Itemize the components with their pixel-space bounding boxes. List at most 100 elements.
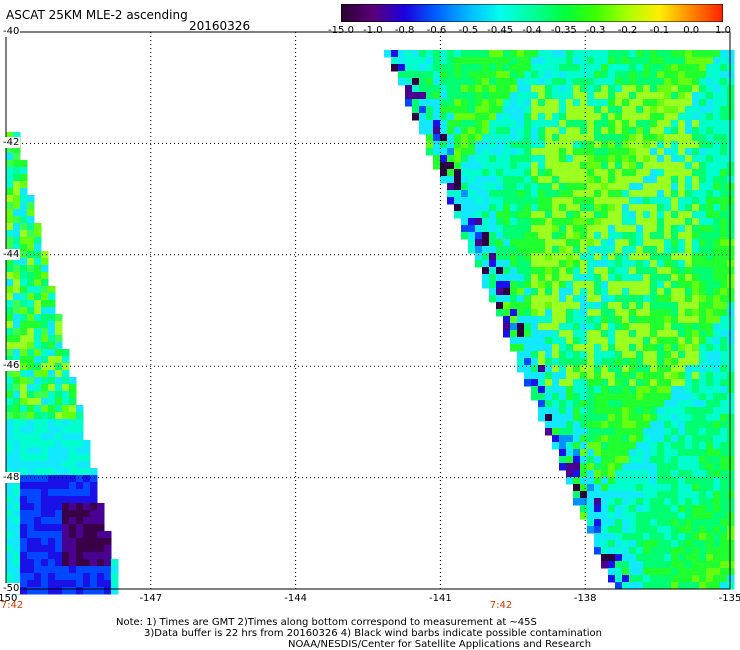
swath-cell [104,552,112,560]
swath-cell [629,428,637,436]
swath-cell [622,169,630,177]
swath-cell [580,330,588,338]
swath-cell [692,190,700,198]
swath-cell [629,260,637,268]
swath-cell [517,169,525,177]
swath-cell [657,351,665,359]
swath-cell [48,419,56,427]
swath-cell [643,365,651,373]
swath-cell [545,428,553,436]
swath-cell [727,211,735,219]
swath-cell [671,540,679,548]
swath-cell [699,78,707,86]
swath-cell [573,274,581,282]
swath-cell [699,260,707,268]
swath-cell [20,419,28,427]
swath-cell [461,92,469,100]
swath-cell [601,386,609,394]
swath-cell [727,267,735,275]
swath-cell [713,211,721,219]
swath-cell [720,316,728,324]
swath-cell [629,218,637,226]
swath-cell [685,414,693,422]
swath-cell [566,323,574,331]
swath-cell [573,351,581,359]
swath-cell [657,358,665,366]
swath-cell [552,400,560,408]
swath-cell [20,538,28,546]
swath-cell [48,391,56,399]
swath-cell [20,279,28,287]
swath-cell [573,176,581,184]
swath-cell [580,134,588,142]
swath-cell [503,253,511,261]
swath-cell [615,176,623,184]
swath-cell [426,120,434,128]
swath-cell [552,365,560,373]
swath-cell [692,470,700,478]
swath-cell [566,253,574,261]
swath-cell [468,57,476,65]
swath-cell [454,127,462,135]
swath-cell [55,314,63,322]
swath-cell [706,274,714,282]
swath-cell [643,316,651,324]
swath-cell [650,260,658,268]
swath-cell [699,463,707,471]
swath-cell [664,582,672,590]
swath-cell [510,232,518,240]
swath-cell [6,384,14,392]
swath-cell [524,379,532,387]
swath-cell [608,407,616,415]
swath-cell [629,491,637,499]
swath-cell [97,552,105,560]
swath-cell [475,99,483,107]
swath-cell [55,349,63,357]
swath-cell [650,484,658,492]
swath-cell [664,288,672,296]
swath-cell [594,281,602,289]
swath-cell [622,330,630,338]
swath-cell [636,211,644,219]
swath-cell [601,183,609,191]
longitude-label: -147 [139,593,163,604]
swath-cell [69,468,77,476]
swath-cell [433,78,441,86]
swath-cell [636,295,644,303]
swath-cell [531,134,539,142]
swath-cell [664,456,672,464]
swath-cell [76,503,84,511]
swath-cell [566,155,574,163]
swath-cell [454,57,462,65]
swath-cell [34,531,42,539]
swath-cell [90,468,98,476]
swath-cell [713,484,721,492]
swath-cell [426,148,434,156]
swath-cell [573,183,581,191]
swath-cell [643,456,651,464]
swath-cell [685,393,693,401]
swath-cell [34,580,42,588]
swath-cell [601,351,609,359]
swath-cell [650,575,658,583]
swath-cell [482,211,490,219]
swath-cell [27,349,35,357]
swath-cell [20,251,28,259]
swath-cell [615,344,623,352]
swath-cell [496,183,504,191]
swath-cell [706,162,714,170]
swath-cell [580,239,588,247]
swath-cell [608,71,616,79]
swath-cell [566,400,574,408]
swath-cell [615,106,623,114]
swath-cell [433,64,441,72]
swath-cell [489,106,497,114]
swath-cell [20,363,28,371]
swath-cell [440,176,448,184]
swath-cell [55,363,63,371]
swath-cell [496,232,504,240]
swath-cell [524,309,532,317]
swath-cell [559,365,567,373]
swath-cell [6,433,14,441]
swath-cell [489,78,497,86]
